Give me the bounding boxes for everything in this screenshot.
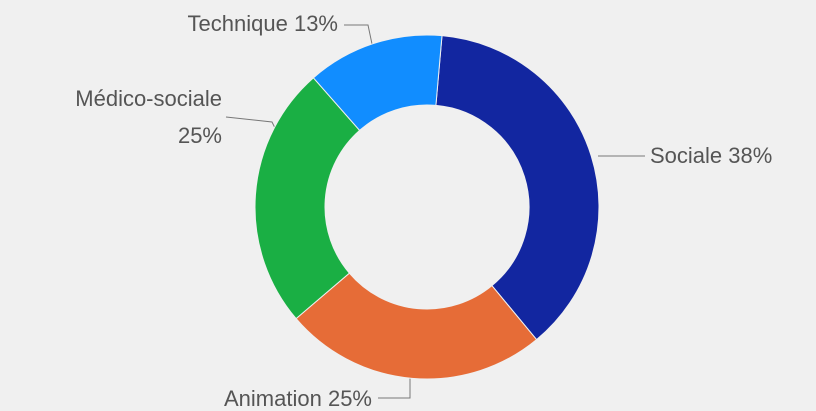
data-label: Sociale 38%	[650, 143, 772, 168]
value-label: 25%	[328, 386, 372, 411]
donut-slice	[312, 34, 443, 132]
donut-slice	[295, 272, 538, 380]
slices	[254, 34, 600, 380]
data-label: Animation 25%	[224, 386, 372, 411]
leader-line	[378, 378, 411, 399]
donut-slice	[435, 35, 600, 341]
leader-line	[344, 24, 373, 45]
value-label: 13%	[294, 11, 338, 36]
category-label: Animation	[224, 386, 322, 411]
category-label: Technique	[188, 11, 288, 36]
category-label: Sociale	[650, 143, 722, 168]
donut-slice	[254, 77, 361, 320]
value-label: 25%	[178, 123, 222, 148]
category-label: Médico-sociale	[75, 86, 222, 111]
value-label: 38%	[728, 143, 772, 168]
data-label: Technique 13%	[188, 11, 338, 36]
